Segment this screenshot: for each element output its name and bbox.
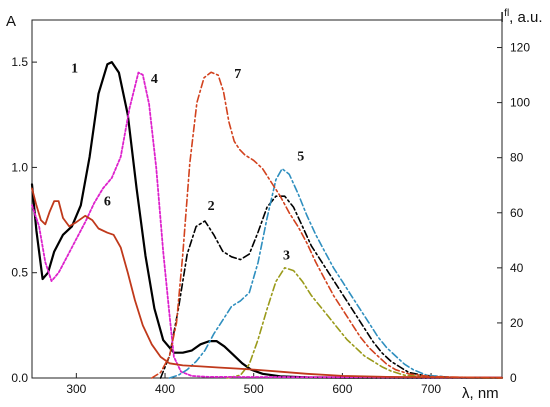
curve-label-7: 7 <box>234 67 241 82</box>
y-left-tick-label: 1.0 <box>11 160 28 174</box>
x-axis-label: λ, nm <box>462 385 499 402</box>
y-right-tick-label: 120 <box>510 41 530 55</box>
y-left-tick-label: 1.5 <box>11 55 28 69</box>
x-tick-label: 700 <box>421 382 441 396</box>
series-line-4 <box>31 71 503 379</box>
y-right-tick-label: 20 <box>510 316 524 330</box>
series-line-5 <box>168 167 503 379</box>
y-right-tick-label: 80 <box>510 151 524 165</box>
y-right-axis-label-sup: fl <box>504 8 509 19</box>
x-tick-label: 600 <box>332 382 352 396</box>
y-right-ticks: 0 20 40 60 80 100 120 <box>497 41 530 385</box>
x-ticks: 300 400 500 600 700 <box>66 373 441 396</box>
y-right-axis-label-rest: , a.u. <box>509 9 542 26</box>
series-line-6 <box>31 187 503 379</box>
series-lines <box>30 61 504 379</box>
curve-label-4: 4 <box>151 72 158 87</box>
y-right-axis-label: Ifl, a.u. <box>500 8 543 26</box>
curve-label-6: 6 <box>104 194 111 209</box>
curve-label-2: 2 <box>208 199 215 214</box>
y-right-tick-label: 60 <box>510 206 524 220</box>
y-left-tick-label: 0.0 <box>11 371 28 385</box>
series-line-7 <box>150 71 503 379</box>
y-right-axis-label-main: I <box>500 9 504 26</box>
y-right-tick-label: 40 <box>510 261 524 275</box>
curve-label-3: 3 <box>283 249 290 264</box>
series-line-1 <box>30 61 504 379</box>
curve-label-5: 5 <box>297 149 304 164</box>
y-left-axis-label: A <box>6 13 16 30</box>
x-tick-label: 300 <box>66 382 86 396</box>
series-line-3 <box>226 267 503 379</box>
plot-frame <box>31 19 503 379</box>
curve-labels: 1 2 3 4 5 6 7 <box>71 62 304 264</box>
y-right-tick-label: 0 <box>510 371 517 385</box>
x-tick-label: 400 <box>155 382 175 396</box>
y-left-ticks: 0.0 0.5 1.0 1.5 <box>11 55 37 385</box>
series-line-2 <box>159 195 503 379</box>
y-left-tick-label: 0.5 <box>11 266 28 280</box>
curve-label-1: 1 <box>71 62 78 77</box>
x-tick-label: 500 <box>244 382 264 396</box>
y-right-tick-label: 100 <box>510 96 530 110</box>
